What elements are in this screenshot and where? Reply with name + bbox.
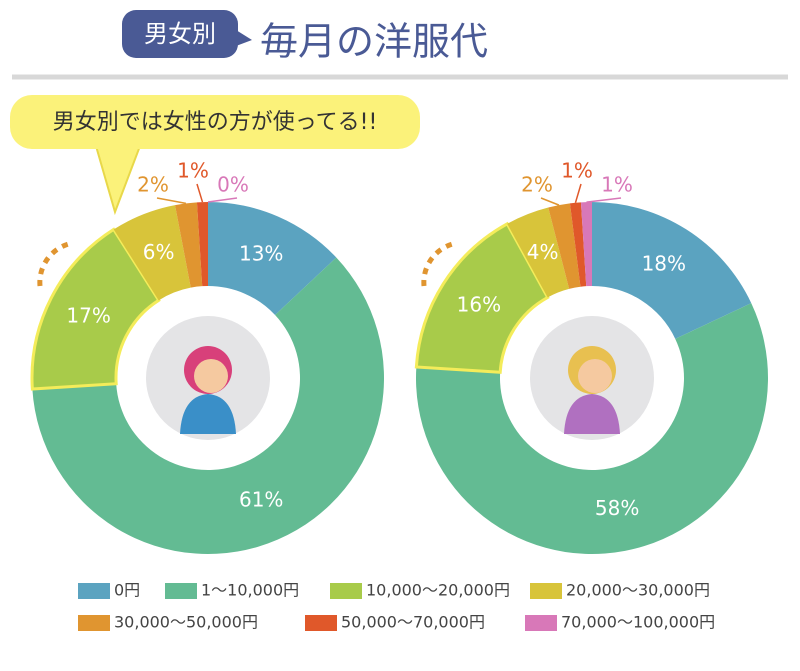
value-label: 1%	[561, 159, 593, 183]
value-label: 17%	[66, 304, 110, 328]
legend-label: 50,000〜70,000円	[341, 613, 485, 632]
tag: 男女別	[144, 20, 216, 48]
avatar-face	[194, 359, 228, 393]
legend-label: 30,000〜50,000円	[114, 613, 258, 632]
legend: 0円 1〜10,000円 10,000〜20,000円 20,000〜30,000円 3…	[78, 581, 715, 632]
value-label: 61%	[239, 487, 283, 511]
slice	[548, 203, 581, 289]
avatar-face	[578, 359, 612, 393]
leader-line	[196, 183, 204, 203]
tag-box	[122, 10, 238, 58]
callout-box	[10, 95, 420, 149]
slice	[32, 257, 385, 554]
legend-swatch	[165, 583, 197, 599]
legend-label: 20,000〜30,000円	[566, 581, 710, 600]
legend-swatch	[330, 583, 362, 599]
charts: 13% 61% 17% 6% 2% 1% 0% 18% 58% 16% 4% 2% 1% 1%	[30, 159, 768, 554]
leader-line	[586, 197, 622, 203]
accent-dashes	[421, 240, 458, 287]
legend-swatch	[305, 615, 337, 631]
slice	[113, 205, 191, 301]
legend-swatch	[78, 615, 110, 631]
slice	[592, 202, 752, 339]
avatar-body	[564, 394, 620, 434]
value-label: 1%	[177, 159, 209, 183]
accent-dashes	[37, 240, 74, 287]
legend-label: 1〜10,000円	[201, 581, 299, 600]
slice	[30, 227, 161, 391]
slice	[507, 207, 570, 298]
slice	[208, 202, 337, 316]
leader-line	[207, 197, 238, 203]
legend-label: 70,000〜100,000円	[561, 613, 715, 632]
slice	[175, 202, 203, 288]
callout: 男女別では女性の方が使ってる!!	[53, 110, 378, 135]
value-label: 16%	[457, 293, 501, 317]
legend-label: 0円	[114, 581, 140, 600]
title: 毎月の洋服代	[260, 20, 488, 64]
legend-swatch	[530, 583, 562, 599]
leader-line	[540, 197, 560, 206]
value-label: 4%	[527, 240, 559, 264]
value-label: 6%	[143, 240, 175, 264]
slice	[416, 303, 768, 554]
callout-tail	[94, 145, 142, 216]
avatar-body	[180, 394, 236, 434]
slice	[414, 221, 550, 374]
tag-pointer	[236, 30, 252, 46]
legend-swatch	[78, 583, 110, 599]
leader-line	[156, 197, 187, 205]
legend-label: 10,000〜20,000円	[366, 581, 510, 600]
leader-line	[574, 183, 582, 203]
value-label: 58%	[595, 496, 639, 520]
slice	[569, 202, 587, 287]
value-label: 1%	[601, 173, 633, 197]
value-label: 2%	[521, 173, 553, 197]
legend-swatch	[525, 615, 557, 631]
slice	[580, 202, 592, 287]
value-label: 0%	[217, 173, 249, 197]
slice	[196, 202, 208, 287]
value-label: 18%	[642, 251, 686, 275]
value-label: 2%	[137, 173, 169, 197]
value-label: 13%	[239, 242, 283, 266]
